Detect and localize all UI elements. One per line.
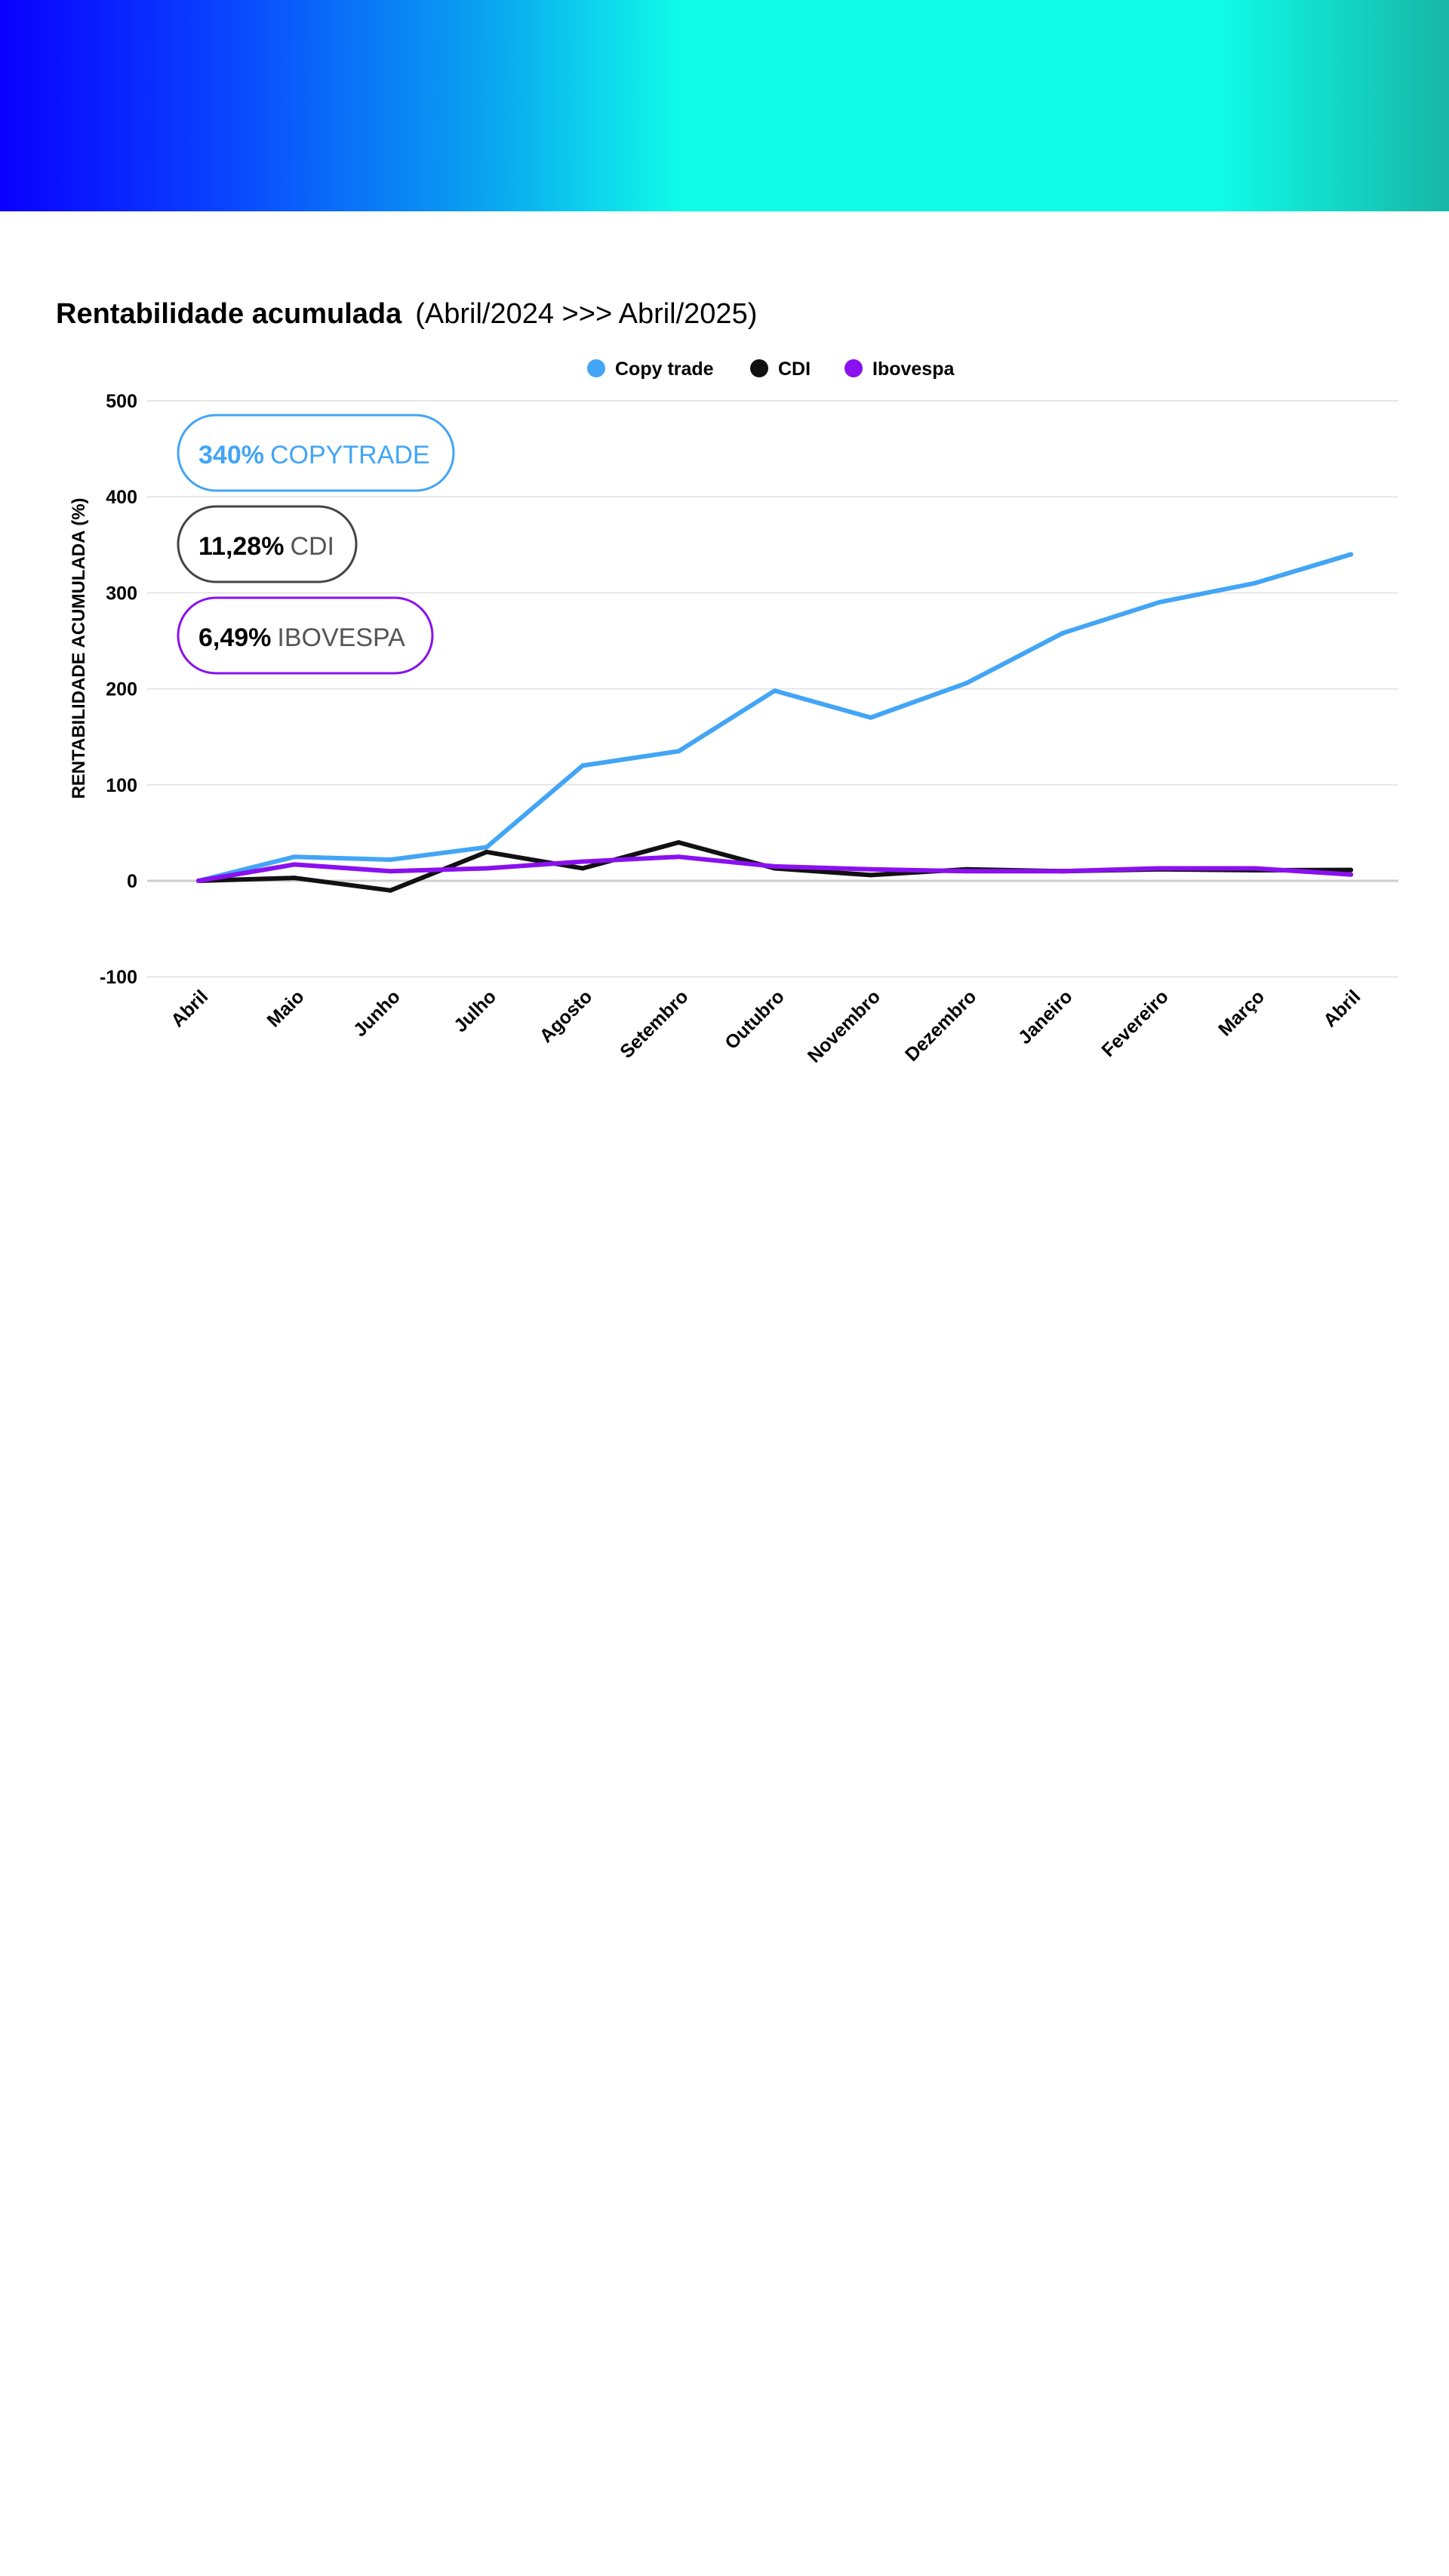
y-tick-label: 500 [106,391,137,412]
y-tick-label: -100 [100,967,137,988]
x-tick-label: Março [1214,986,1269,1040]
x-tick-label: Agosto [536,986,597,1047]
data-point-copytrade [1060,630,1066,636]
badge-text-copytrade: 340% COPYTRADE [198,441,430,469]
badge-cdi [177,505,358,583]
data-point-copytrade [388,857,393,863]
x-tick-label: Dezembro [901,986,980,1065]
data-point-ibovespa [868,866,873,872]
x-tick-label: Maio [263,986,308,1031]
badge-label: CDI [290,532,334,561]
data-point-cdi [868,873,873,878]
line-chart: -100 0 100 200 300 400 500 RENTABILIDADE ACUMUL… [69,359,1398,1067]
badge-label: COPYTRADE [270,441,430,469]
chart-title-period: (Abril/2024 >>> Abril/2025) [415,298,758,330]
data-point-cdi [580,866,585,871]
x-tick-label: Fevereiro [1097,986,1172,1060]
x-tick-label: Setembro [616,986,692,1062]
data-point-ibovespa [196,879,201,883]
y-tick-label: 0 [127,871,137,892]
hero-banner [0,0,1449,211]
data-point-copytrade [292,854,297,860]
data-point-copytrade [676,749,681,754]
data-point-ibovespa [580,859,585,864]
y-tick-label: 100 [106,775,137,796]
data-point-cdi [388,888,393,893]
x-tick-label: Outubro [721,986,789,1054]
data-point-ibovespa [484,866,489,871]
data-point-cdi [292,876,297,881]
x-tick-label: Junho [349,986,405,1041]
data-point-copytrade [1349,552,1353,557]
data-point-copytrade [484,845,489,850]
data-point-copytrade [868,715,873,720]
y-tick-label: 200 [106,679,137,700]
data-point-ibovespa [388,869,393,874]
data-point-ibovespa [1349,872,1353,877]
y-axis-title: RENTABILIDADE ACUMULADA (%) [69,497,89,799]
legend-marker-cdi[interactable] [750,359,768,377]
legend-label-cdi[interactable]: CDI [778,359,811,380]
legend-label-copytrade[interactable]: Copy trade [615,359,714,380]
chart-title-main: Rentabilidade acumulada [56,298,402,330]
y-tick-label: 300 [106,583,137,604]
data-point-cdi [1349,867,1353,873]
x-tick-label: Abril [1319,986,1364,1031]
data-point-ibovespa [1252,866,1257,871]
badge-text-cdi: 11,28% CDI [198,532,334,561]
badge-text-ibovespa: 6,49% IBOVESPA [198,623,405,652]
legend-marker-ibovespa[interactable] [844,359,863,377]
data-point-copytrade [1156,600,1161,605]
legend-marker-copytrade[interactable] [587,359,605,377]
data-point-copytrade [580,763,585,768]
data-point-cdi [676,840,681,845]
data-point-ibovespa [292,862,297,867]
badge-ibovespa [177,596,434,675]
x-tick-label: Abril [167,986,212,1031]
data-point-copytrade [1252,580,1257,586]
badge-copytrade [177,414,455,492]
chart-title: Rentabilidade acumulada (Abril/2024 >>> A… [56,298,757,331]
data-point-cdi [484,849,489,854]
badge-value: 340% [198,441,264,469]
x-tick-label: Julho [450,986,500,1036]
x-tick-label: Novembro [804,986,884,1066]
badge-label: IBOVESPA [277,623,405,652]
x-tick-label: Janeiro [1014,986,1077,1048]
data-point-ibovespa [1156,866,1161,871]
data-point-ibovespa [676,854,681,860]
data-point-ibovespa [772,863,777,869]
badge-value: 11,28% [198,532,284,561]
data-point-ibovespa [1060,869,1066,874]
data-point-copytrade [772,688,777,694]
data-point-ibovespa [964,869,969,874]
badge-value: 6,49% [198,623,271,652]
y-tick-label: 400 [106,487,137,508]
data-point-copytrade [964,680,969,685]
legend-label-ibovespa[interactable]: Ibovespa [872,359,955,380]
